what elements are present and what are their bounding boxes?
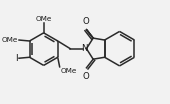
Text: N: N: [81, 44, 88, 53]
Text: OMe: OMe: [2, 37, 18, 43]
Text: O: O: [82, 72, 89, 81]
Text: O: O: [82, 17, 89, 26]
Text: I: I: [15, 54, 18, 63]
Text: OMe: OMe: [61, 68, 77, 74]
Text: OMe: OMe: [36, 16, 52, 22]
